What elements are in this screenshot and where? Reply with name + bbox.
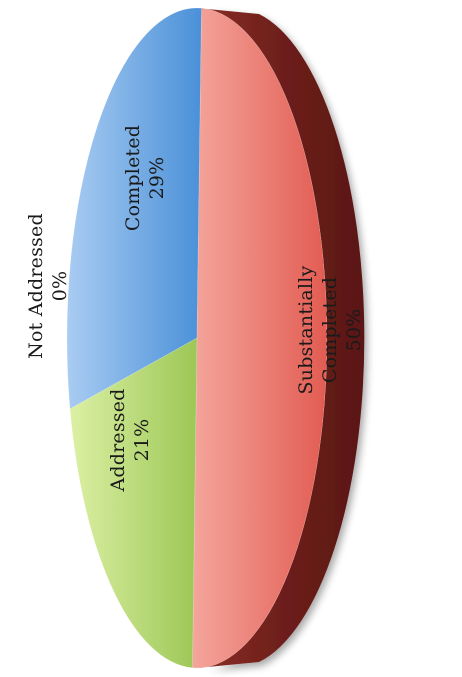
slice-addressed bbox=[69, 337, 198, 669]
slice-substantially-completed bbox=[192, 7, 328, 669]
slice-completed bbox=[66, 7, 202, 410]
label-not-addressed: Not Addressed 0% bbox=[25, 213, 71, 359]
label-addressed: Addressed 21% bbox=[107, 388, 153, 492]
label-substantially-completed: Substantially Completed 50% bbox=[295, 265, 365, 394]
label-completed: Completed 29% bbox=[122, 125, 168, 231]
pie-side-wall bbox=[197, 8, 365, 668]
pie-slices bbox=[66, 7, 328, 669]
pie-labels: Not Addressed 0% Completed 29% Substantially… bbox=[25, 125, 365, 493]
